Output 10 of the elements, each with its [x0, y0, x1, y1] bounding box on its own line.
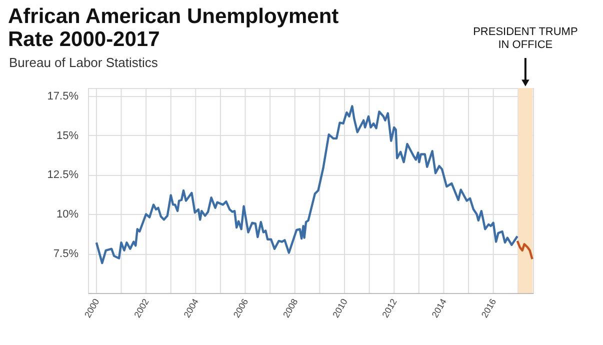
y-tick-label: 10%	[56, 208, 79, 221]
y-tick-label: 12.5%	[47, 169, 79, 182]
chart-subtitle: Bureau of Labor Statistics	[9, 55, 158, 70]
y-tick-label: 15%	[56, 130, 79, 142]
chart-title: African American Unemployment Rate 2000-2017	[8, 5, 339, 51]
line-series	[516, 240, 534, 260]
line-series	[95, 105, 518, 264]
y-tick-label: 17.5%	[47, 90, 79, 102]
y-tick-label: 7.5%	[53, 248, 79, 260]
band-label: PRESIDENT TRUMP IN OFFICE	[473, 26, 578, 51]
